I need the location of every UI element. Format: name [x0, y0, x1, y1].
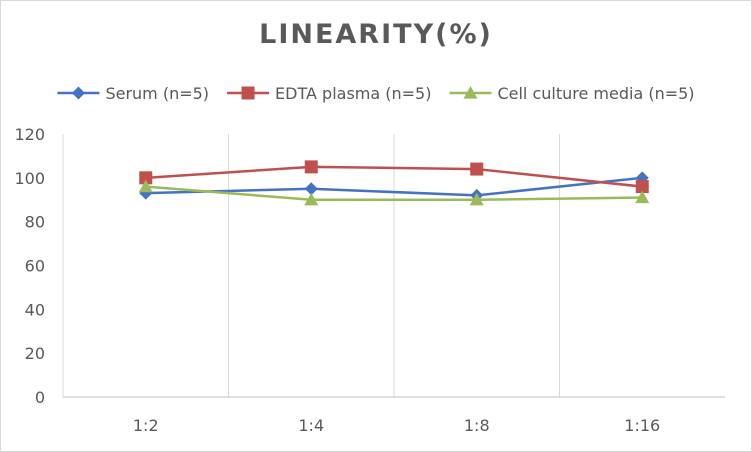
x-tick-label: 1:2	[133, 416, 159, 435]
x-tick-label: 1:4	[298, 416, 324, 435]
legend-label-0: Serum (n=5)	[105, 84, 209, 103]
y-tick-label: 120	[14, 125, 45, 144]
chart-title: LINEARITY(%)	[259, 19, 493, 50]
legend-marker-0	[71, 86, 85, 100]
data-point-series-2	[635, 190, 650, 204]
y-tick-label: 40	[25, 300, 45, 319]
data-point-series-0	[304, 182, 318, 196]
legend-label-2: Cell culture media (n=5)	[497, 84, 694, 103]
series-line-1	[145, 165, 643, 188]
y-tick-label: 80	[25, 213, 45, 232]
legend-marker-2	[463, 86, 478, 99]
data-point-series-1	[139, 171, 153, 185]
data-point-series-2	[469, 192, 484, 206]
series-line-2	[145, 185, 643, 201]
x-tick-label: 1:16	[624, 416, 660, 435]
legend-label-1: EDTA plasma (n=5)	[275, 84, 431, 103]
data-point-series-1	[470, 162, 484, 176]
series-line-0	[145, 176, 643, 197]
data-point-series-1	[635, 180, 649, 194]
data-point-series-2	[304, 192, 319, 206]
x-tick-label: 1:8	[464, 416, 490, 435]
legend-marker-1	[241, 86, 255, 100]
y-tick-label: 100	[14, 169, 45, 188]
data-point-series-1	[304, 160, 318, 174]
y-tick-label: 20	[25, 344, 45, 363]
y-tick-label: 0	[35, 388, 45, 407]
y-tick-label: 60	[25, 257, 45, 276]
data-point-series-2	[138, 179, 153, 193]
